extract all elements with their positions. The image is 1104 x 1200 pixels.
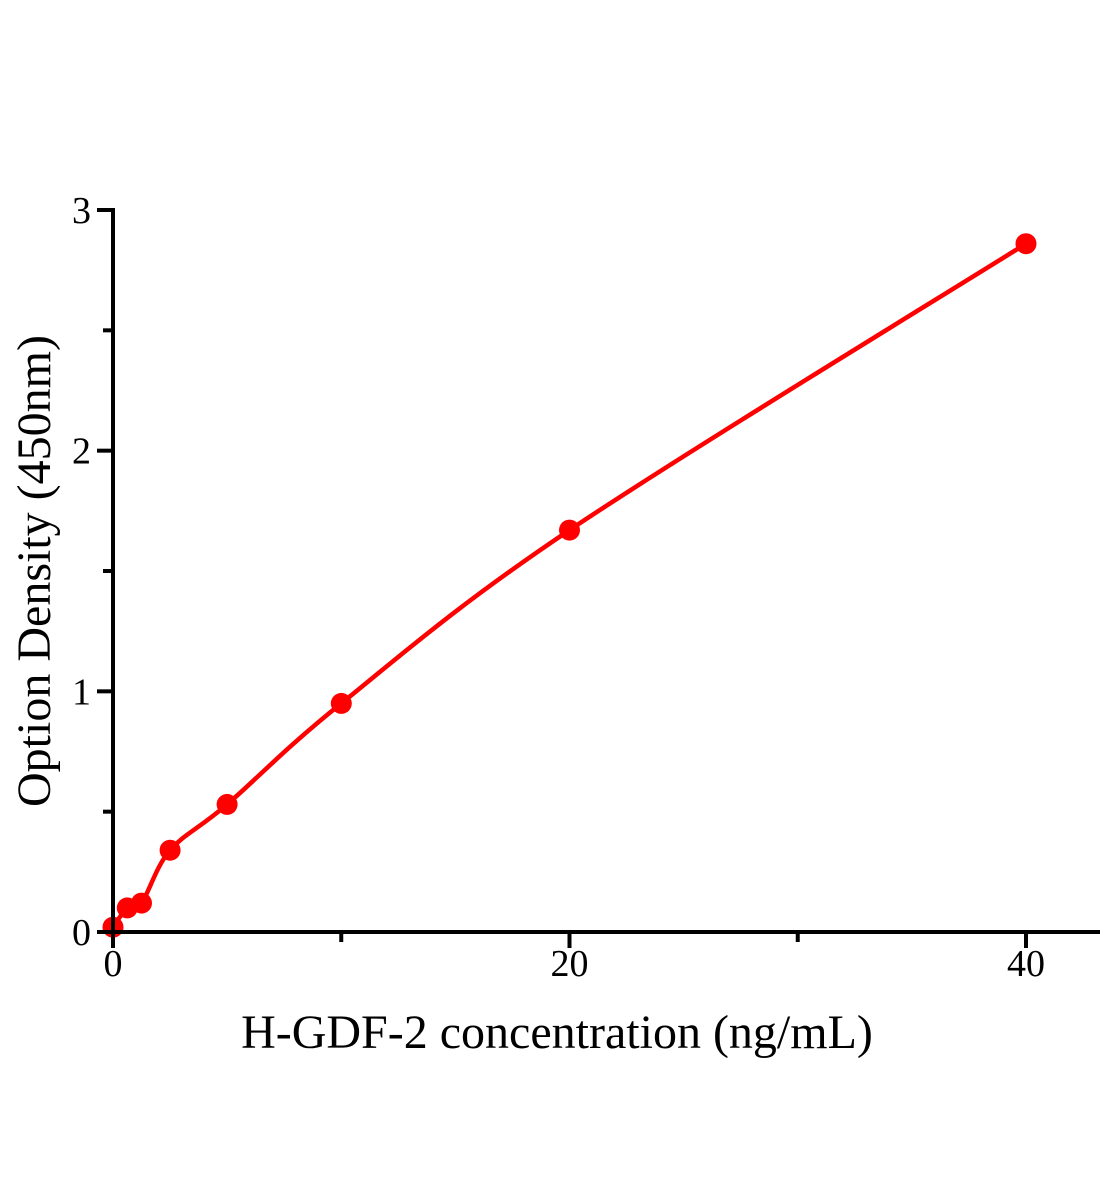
x-tick-label: 0 xyxy=(104,943,123,985)
y-tick-label: 3 xyxy=(72,190,91,232)
data-point-marker xyxy=(559,519,580,541)
x-axis-title: H-GDF-2 concentration (ng/mL) xyxy=(241,1006,873,1059)
y-tick-label: 0 xyxy=(72,912,91,954)
y-tick-label: 2 xyxy=(72,431,91,473)
y-tick-label: 1 xyxy=(72,671,91,713)
x-tick-label: 20 xyxy=(551,943,589,985)
y-axis-title: Option Density (450nm) xyxy=(8,335,61,807)
data-point-marker xyxy=(330,692,352,714)
plot-layer: 0 1 2 3 0 20 40 xyxy=(72,190,1100,985)
x-tick-label: 40 xyxy=(1007,943,1045,985)
standard-curve-line xyxy=(111,241,1028,929)
data-point-marker xyxy=(1015,233,1037,255)
data-point-marker xyxy=(159,839,181,861)
data-point-marker xyxy=(216,793,238,815)
data-point-marker xyxy=(131,892,152,914)
